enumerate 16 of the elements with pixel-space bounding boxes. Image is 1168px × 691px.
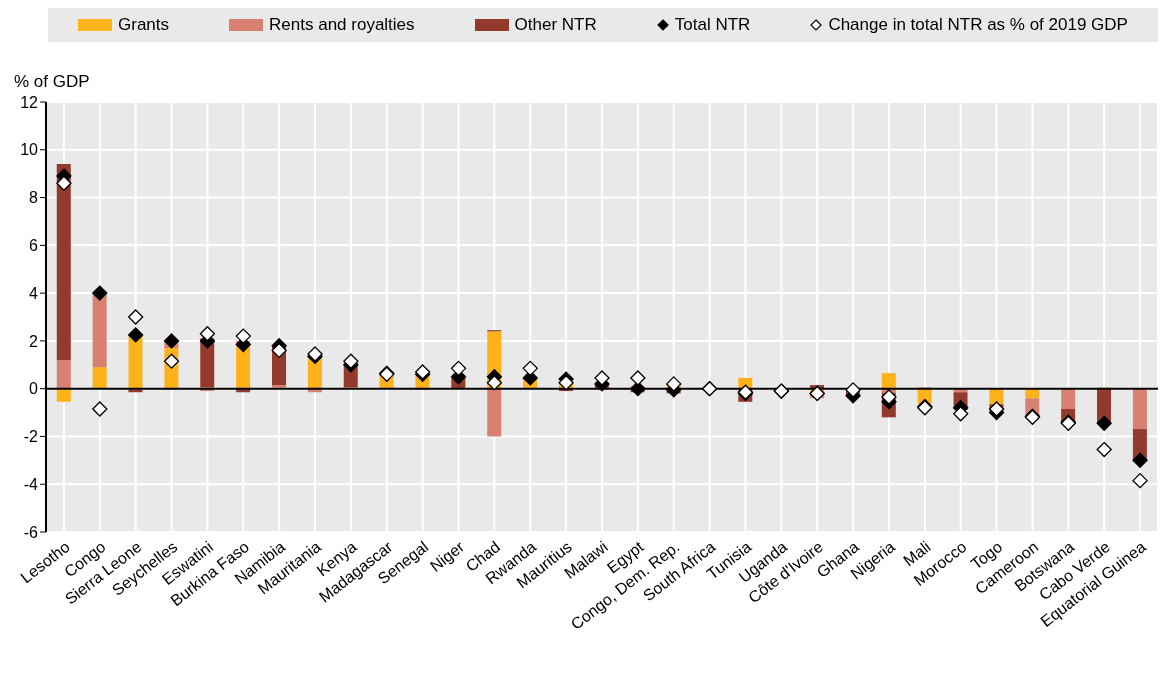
y-tick-label: 6: [29, 237, 39, 255]
y-tick-label: -4: [23, 475, 39, 493]
y-tick-label: 4: [29, 284, 39, 302]
legend-label: Total NTR: [674, 15, 751, 35]
y-tick-label: 10: [20, 141, 39, 159]
y-tick-label: -2: [23, 428, 39, 446]
legend-label: Grants: [118, 15, 170, 35]
legend-label: Other NTR: [514, 15, 597, 35]
y-tick-label: 8: [29, 189, 39, 207]
legend-label: Change in total NTR as % of 2019 GDP: [828, 15, 1128, 35]
y-tick-label: -6: [23, 523, 39, 541]
y-tick-label: 0: [29, 380, 39, 398]
legend-label: Rents and royalties: [269, 15, 415, 35]
y-axis-title: % of GDP: [14, 72, 91, 92]
y-tick-label: 12: [20, 93, 39, 111]
y-tick-label: 2: [29, 332, 39, 350]
